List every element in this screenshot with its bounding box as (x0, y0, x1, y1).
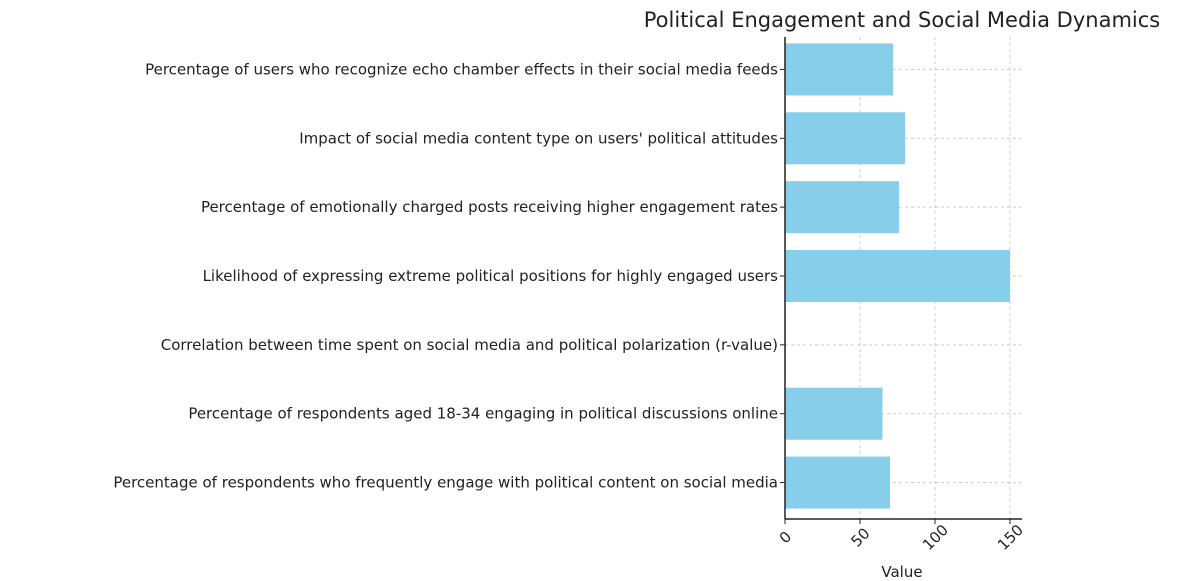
bar (785, 112, 905, 165)
x-tick-label: 0 (776, 528, 795, 547)
bar (785, 456, 890, 509)
y-tick-label: Percentage of users who recognize echo c… (145, 60, 778, 78)
bar (785, 43, 893, 96)
x-axis-label: Value (881, 563, 922, 581)
chart-title: Political Engagement and Social Media Dy… (644, 8, 1160, 32)
bar (785, 181, 899, 234)
y-tick-label: Impact of social media content type on u… (299, 129, 778, 147)
y-tick-label: Percentage of respondents who frequently… (113, 474, 778, 492)
x-tick-label: 150 (994, 521, 1027, 554)
x-tick-label: 100 (919, 521, 952, 554)
y-tick-label: Correlation between time spent on social… (161, 336, 778, 354)
y-tick-label: Likelihood of expressing extreme politic… (203, 267, 779, 285)
bar (785, 387, 883, 440)
y-tick-label: Percentage of respondents aged 18-34 eng… (188, 405, 778, 423)
x-tick-label: 50 (847, 524, 873, 550)
bar (785, 250, 1010, 302)
y-tick-label: Percentage of emotionally charged posts … (201, 198, 778, 216)
